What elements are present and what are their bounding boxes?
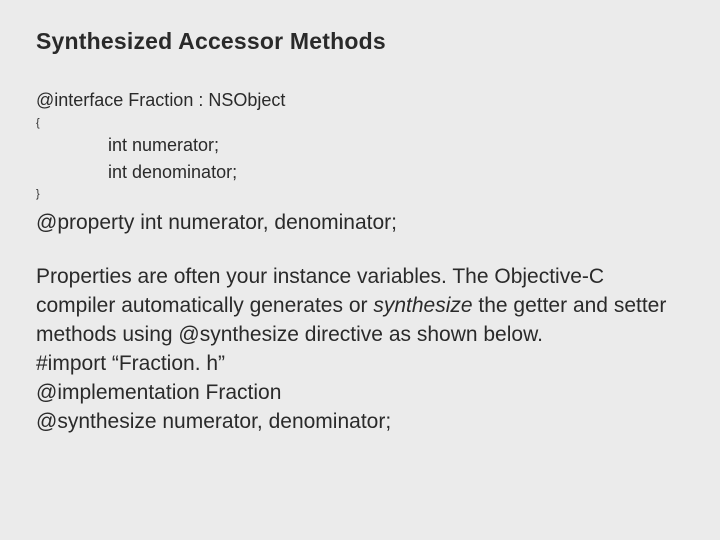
synthesize-line: @synthesize numerator, denominator; (36, 410, 391, 433)
code-block: @interface Fraction : NSObject { int num… (36, 87, 684, 201)
interface-declaration: @interface Fraction : NSObject (36, 87, 684, 113)
ivar-denominator: int denominator; (36, 159, 684, 186)
para-italic-synthesize: synthesize (373, 294, 472, 317)
open-brace: { (36, 117, 684, 130)
import-line: #import “Fraction. h” (36, 352, 225, 375)
implementation-line: @implementation Fraction (36, 381, 281, 404)
ivar-numerator: int numerator; (36, 132, 684, 159)
property-declaration: @property int numerator, denominator; (36, 211, 684, 235)
close-brace: } (36, 188, 684, 201)
explanation-paragraph: Properties are often your instance varia… (36, 263, 684, 437)
slide-title: Synthesized Accessor Methods (36, 28, 684, 55)
slide: Synthesized Accessor Methods @interface … (0, 0, 720, 540)
interface-text: @interface Fraction : NSObject (36, 90, 285, 110)
